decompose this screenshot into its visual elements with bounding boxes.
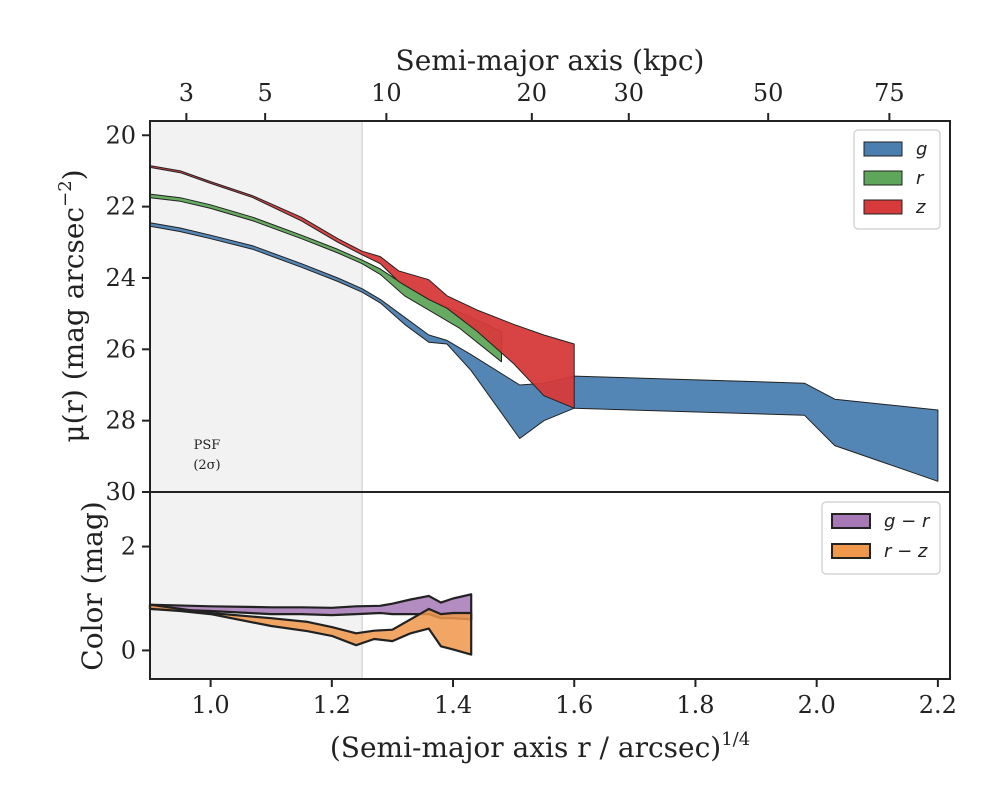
bottom-panel-frame [149,491,951,680]
top-x-tick-label: 50 [753,79,784,107]
top-x-tick-label: 75 [874,79,905,107]
legend-label: g − r [884,511,931,532]
y-axis-title-top: μ(r) (mag arcsec−2) [55,169,90,442]
x-tick-label: 2.2 [919,691,957,719]
y-tick-label-bottom: 0 [121,636,136,664]
legend-swatch [863,170,903,186]
x-tick-label: 1.2 [313,691,351,719]
top-x-tick-label: 30 [614,79,645,107]
psf-band-layer [150,121,363,679]
legend-color: g − r r − z [821,501,941,575]
y-axis-title-top-exponent: −2 [55,180,76,207]
top-x-tick-label: 10 [371,79,402,107]
x-tick-label: 1.8 [676,691,714,719]
y-axis-title-top-close: ) [57,169,90,180]
y-tick-label-top: 26 [105,335,136,363]
legend-surface-brightness: grz [853,129,941,230]
x-tick-label: 1.0 [192,691,230,719]
top-axis-title: Semi-major axis (kpc) [396,44,705,77]
surface-brightness-bands [149,165,939,482]
x-axis-title-exponent: 1/4 [721,729,750,750]
x-tick-label: 1.4 [434,691,472,719]
legend-label: r [916,168,925,189]
legend-swatch [831,543,871,559]
top-x-tick-label: 3 [179,79,194,107]
y-tick-label-top: 30 [105,478,136,506]
band-r [149,193,502,363]
tick-marks [142,113,939,687]
color-bands [148,593,473,656]
legend-swatch [863,199,903,215]
y-tick-label-top: 28 [105,407,136,435]
x-tick-label: 2.0 [798,691,836,719]
legend-label: r − z [884,541,928,562]
y-tick-label-top: 22 [105,193,136,221]
x-axis-title: (Semi-major axis r / arcsec)1/4 [330,729,750,764]
psf-sigma-label: (2σ) [193,458,220,473]
band-z [149,165,575,409]
legend-swatch [831,513,871,529]
x-tick-label: 1.6 [555,691,593,719]
legend-swatch [863,141,903,157]
y-tick-label-bottom: 2 [121,533,136,561]
y-tick-label-top: 20 [105,121,136,149]
band-rz [148,603,473,656]
top-x-tick-label: 20 [517,79,548,107]
psf-label: PSF [194,438,221,453]
y-axis-title-top-main: μ(r) (mag arcsec [57,207,90,443]
legend-label: g [916,139,927,160]
band-g [149,222,939,482]
tick-labels: 20 22 24 26 28 30 0 2 1.0 1.2 1.4 1.6 1.8 2.0 2.2 3 5 10 2… [105,79,957,719]
y-tick-label-top: 24 [105,264,136,292]
psf-band [150,121,363,679]
y-axis-title-bottom: Color (mag) [76,501,109,670]
legend-label: z [915,197,926,218]
x-axis-title-main: (Semi-major axis r / arcsec) [330,731,721,764]
top-x-tick-label: 5 [258,79,273,107]
